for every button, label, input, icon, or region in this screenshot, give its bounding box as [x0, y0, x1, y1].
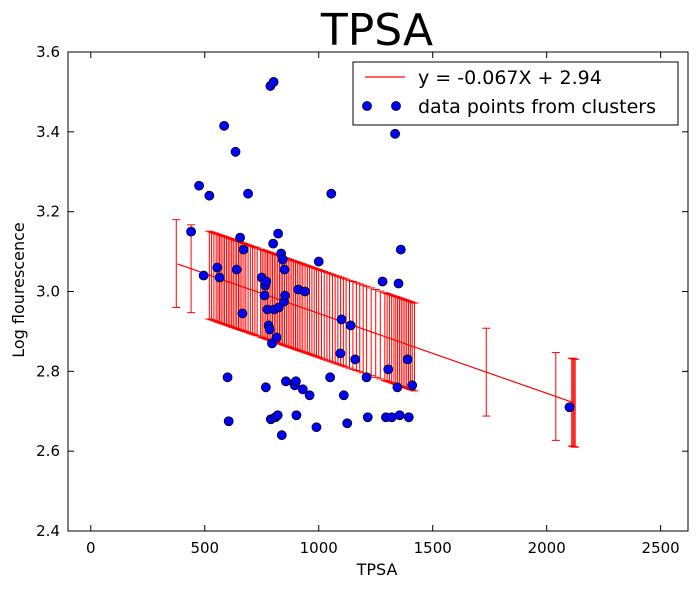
data-point: [313, 256, 324, 267]
data-point: [231, 264, 242, 275]
data-point: [311, 422, 322, 433]
data-point: [212, 262, 223, 273]
y-tick-label: 3.6: [36, 43, 60, 61]
data-point: [395, 244, 406, 255]
data-point: [272, 410, 283, 421]
data-point: [342, 418, 353, 429]
data-point: [335, 348, 346, 359]
data-point: [362, 412, 373, 423]
data-point: [279, 264, 290, 275]
data-point: [390, 128, 400, 139]
data-point: [297, 384, 308, 395]
data-point: [214, 272, 225, 283]
data-point: [264, 324, 275, 335]
legend: y = -0.067X + 2.94 data points from clus…: [352, 61, 679, 126]
data-point: [237, 308, 248, 319]
data-point: [268, 238, 279, 249]
data-point: [304, 390, 315, 401]
points-layer: [186, 77, 575, 441]
data-point: [238, 244, 249, 255]
data-point: [260, 382, 271, 393]
chart-title: TPSA: [320, 5, 433, 56]
data-point: [377, 276, 388, 287]
data-point: [350, 354, 361, 365]
data-point: [235, 232, 245, 243]
data-point: [271, 332, 282, 343]
x-tick-label: 2500: [642, 539, 680, 557]
y-tick-label: 2.8: [36, 362, 60, 380]
legend-dot-swatch: [362, 101, 372, 111]
data-point: [345, 320, 356, 331]
data-point: [564, 402, 575, 413]
data-point: [186, 226, 196, 237]
x-tick-label: 500: [190, 539, 219, 557]
legend-label-points: data points from clusters: [418, 96, 656, 118]
data-point: [219, 120, 230, 131]
data-point: [361, 372, 372, 383]
data-point: [325, 372, 336, 383]
data-point: [243, 188, 253, 199]
x-tick-label: 2000: [528, 539, 566, 557]
data-point: [268, 77, 279, 87]
error-bar: [172, 219, 181, 308]
data-point: [402, 354, 413, 365]
data-point: [291, 410, 302, 421]
data-point: [403, 412, 414, 423]
x-axis-label: TPSA: [356, 560, 398, 579]
data-point: [194, 180, 204, 191]
data-point: [281, 376, 291, 387]
fit-line-layer: [177, 263, 575, 404]
y-tick-label: 3.4: [36, 123, 60, 141]
legend-label-line: y = -0.067X + 2.94: [418, 67, 602, 89]
data-point: [326, 188, 337, 199]
data-point: [383, 364, 394, 375]
data-point: [280, 290, 290, 301]
y-tick-label: 3.2: [36, 203, 60, 221]
data-point: [230, 146, 241, 157]
data-point: [222, 372, 233, 383]
error-bar: [571, 358, 580, 448]
data-point: [386, 412, 397, 423]
data-point: [338, 390, 349, 401]
data-point: [273, 228, 284, 239]
data-point: [291, 376, 301, 387]
x-tick-label: 1000: [300, 539, 338, 557]
ticks-layer: 0 500 1000 1500 2000 2500 2.4 2.6 2.8 3.0 3.2 3.4 3.…: [36, 43, 688, 557]
data-point: [393, 278, 404, 289]
data-point: [300, 286, 310, 297]
legend-box: [352, 61, 679, 126]
y-tick-label: 2.4: [36, 522, 60, 540]
y-tick-label: 3.0: [36, 283, 60, 301]
y-axis-label: Log flourescence: [9, 222, 28, 358]
x-tick-label: 0: [86, 539, 96, 557]
legend-dot-swatch: [391, 101, 401, 111]
data-point: [261, 276, 272, 287]
data-point: [407, 380, 418, 391]
fit-line: [177, 263, 575, 404]
data-point: [204, 190, 215, 201]
data-point: [277, 254, 288, 265]
y-tick-label: 2.6: [36, 442, 60, 460]
data-point: [394, 410, 405, 421]
data-point: [276, 430, 287, 441]
data-point: [198, 270, 209, 281]
data-point: [223, 416, 234, 427]
data-point: [336, 314, 347, 325]
data-point: [392, 382, 403, 393]
data-point: [259, 290, 270, 301]
x-tick-label: 1500: [414, 539, 452, 557]
